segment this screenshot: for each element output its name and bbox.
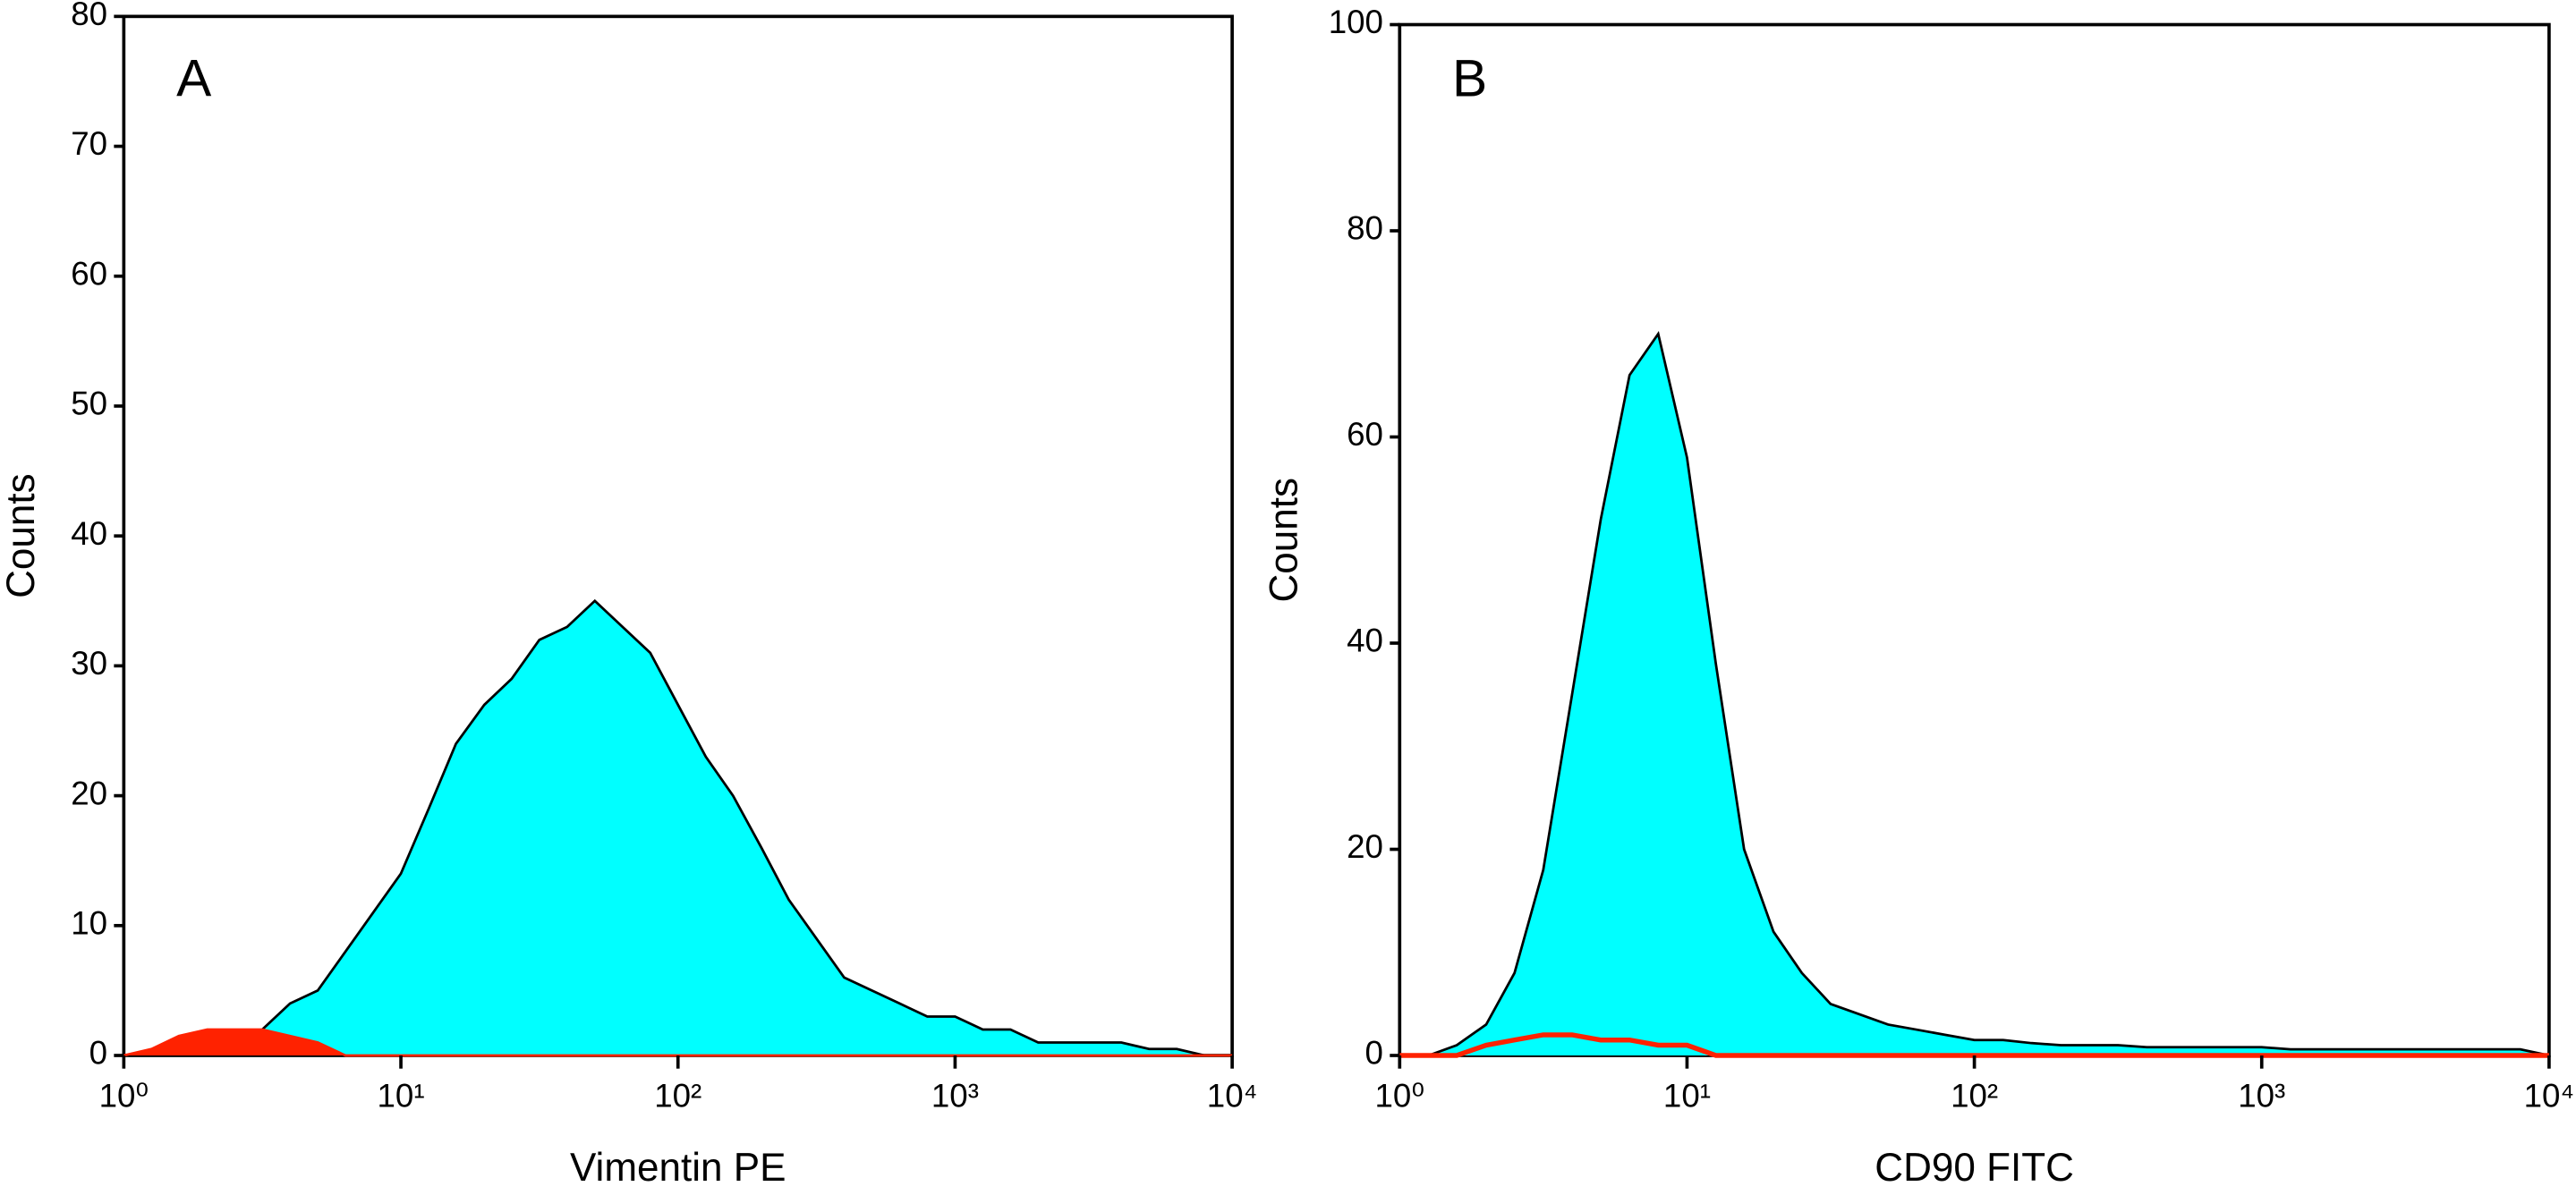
y-tick-label: 30 — [71, 645, 107, 682]
panel-label: A — [176, 49, 212, 107]
y-tick-label: 70 — [71, 125, 107, 162]
y-tick-label: 50 — [71, 386, 107, 422]
x-axis-label: Vimentin PE — [570, 1146, 786, 1190]
y-tick-label: 40 — [1347, 623, 1383, 659]
x-tick-label: 10¹ — [378, 1077, 425, 1114]
y-tick-label: 100 — [1329, 4, 1383, 40]
x-tick-label: 10⁰ — [1375, 1077, 1425, 1114]
x-tick-label: 10² — [654, 1077, 701, 1114]
y-tick-label: 80 — [1347, 210, 1383, 247]
x-tick-label: 10⁴ — [1207, 1077, 1258, 1114]
y-tick-label: 20 — [71, 775, 107, 811]
y-tick-label: 10 — [71, 904, 107, 941]
y-axis-label: Counts — [0, 473, 43, 598]
x-tick-label: 10⁴ — [2524, 1077, 2575, 1114]
y-tick-label: 20 — [1347, 828, 1383, 865]
panel-label: B — [1452, 49, 1487, 107]
area-fill — [1399, 334, 2549, 1056]
area-fill — [123, 1029, 1233, 1056]
y-axis-label: Counts — [1262, 478, 1305, 603]
area-outline — [234, 598, 1233, 1057]
x-tick-label: 10³ — [2238, 1077, 2285, 1114]
y-tick-label: 60 — [1347, 416, 1383, 453]
x-tick-label: 10¹ — [1663, 1077, 1711, 1114]
x-tick-label: 10³ — [931, 1077, 979, 1114]
y-tick-label: 0 — [1365, 1035, 1383, 1072]
x-tick-label: 10² — [1951, 1077, 1998, 1114]
area-fill — [234, 600, 1233, 1056]
y-tick-label: 40 — [71, 515, 107, 552]
x-axis-label: CD90 FITC — [1875, 1146, 2074, 1190]
y-tick-label: 80 — [71, 0, 107, 32]
area-outline — [1399, 330, 2550, 1057]
y-tick-label: 0 — [89, 1035, 107, 1072]
x-tick-label: 10⁰ — [99, 1077, 149, 1114]
y-tick-label: 60 — [71, 255, 107, 292]
